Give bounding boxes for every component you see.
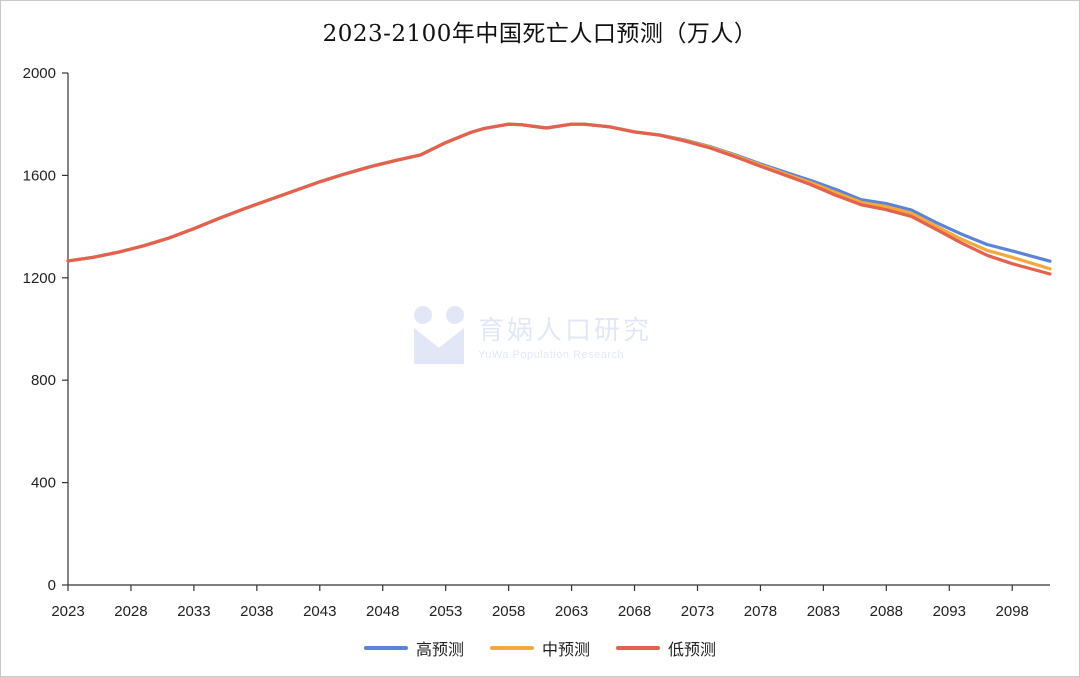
x-tick-label: 2028 bbox=[114, 603, 147, 620]
legend-swatch-low bbox=[616, 646, 660, 650]
legend-label-high: 高预测 bbox=[415, 640, 464, 659]
legend-item-high: 高预测 bbox=[363, 636, 464, 660]
series-line-high bbox=[66, 122, 1052, 263]
x-tick-label: 2098 bbox=[996, 603, 1029, 620]
legend-swatch-mid bbox=[489, 646, 534, 650]
legend-label-low: 低预测 bbox=[668, 640, 717, 659]
x-tick-label: 2083 bbox=[807, 603, 840, 620]
x-tick-label: 2023 bbox=[51, 603, 84, 620]
watermark: 育娲人口研究 YuWa Population Research bbox=[414, 306, 652, 364]
x-tick-label: 2068 bbox=[618, 603, 651, 620]
series-line-low bbox=[66, 122, 1052, 276]
watermark-subtitle: YuWa Population Research bbox=[478, 348, 625, 361]
x-tick-label: 2093 bbox=[933, 603, 966, 620]
x-tick-label: 2053 bbox=[429, 603, 462, 620]
legend-item-low: 低预测 bbox=[616, 636, 716, 660]
x-tick-label: 2063 bbox=[555, 603, 588, 620]
y-tick-label: 0 bbox=[48, 577, 56, 594]
y-tick-label: 2000 bbox=[23, 65, 56, 82]
x-tick-label: 2043 bbox=[303, 603, 336, 620]
legend-label-mid: 中预测 bbox=[541, 640, 590, 659]
watermark-name: 育娲人口研究 bbox=[478, 315, 653, 346]
x-tick-label: 2038 bbox=[240, 603, 273, 620]
y-tick-label: 400 bbox=[31, 475, 56, 492]
legend-swatch-high bbox=[363, 646, 408, 650]
x-tick-label: 2078 bbox=[744, 603, 777, 620]
x-tick-label: 2073 bbox=[681, 603, 714, 620]
watermark-logo-icon bbox=[414, 306, 466, 364]
legend-item-mid: 中预测 bbox=[489, 636, 590, 660]
x-tick-label: 2058 bbox=[492, 603, 525, 620]
legend: 高预测 中预测 低预测 bbox=[0, 636, 1080, 660]
x-tick-label: 2033 bbox=[177, 603, 210, 620]
chart-title: 2023-2100年中国死亡人口预测（万人） bbox=[322, 21, 758, 47]
y-tick-label: 1600 bbox=[23, 167, 56, 184]
x-tick-label: 2048 bbox=[366, 603, 399, 620]
y-tick-label: 800 bbox=[31, 372, 56, 389]
series-line-mid bbox=[66, 122, 1052, 271]
x-tick-label: 2088 bbox=[870, 603, 903, 620]
y-tick-label: 1200 bbox=[23, 270, 56, 287]
